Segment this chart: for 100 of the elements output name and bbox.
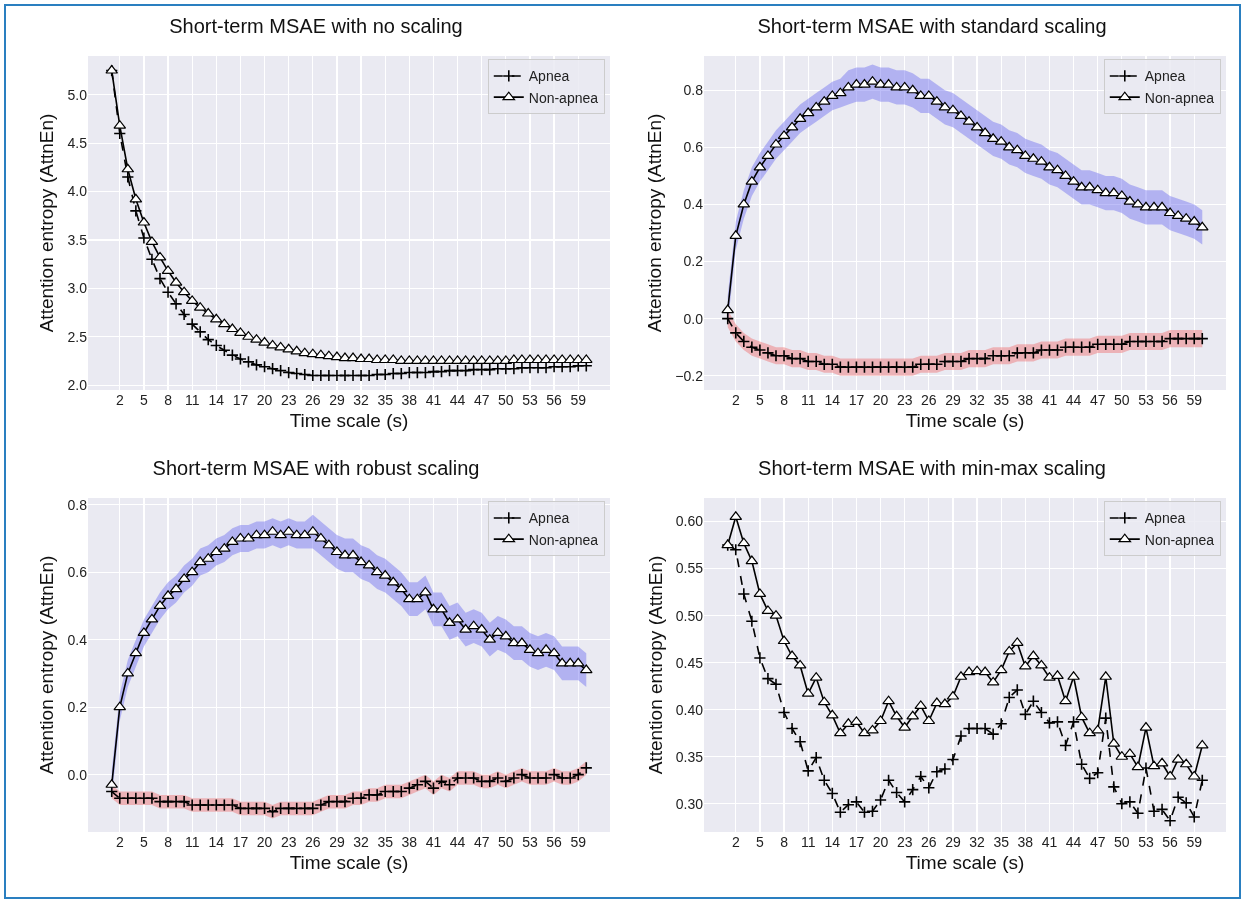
x-axis-title: Time scale (s): [289, 409, 409, 431]
x-tick-label: 50: [498, 392, 514, 408]
x-tick-label: 17: [232, 834, 249, 850]
x-tick-label: 38: [401, 834, 418, 850]
y-tick-label: 0.6: [67, 564, 88, 581]
x-tick-label: 44: [449, 834, 466, 850]
x-tick-label: 11: [184, 834, 200, 850]
chart-title: Short-term MSAE with robust scaling: [152, 456, 480, 479]
y-tick-label: 4.5: [67, 135, 88, 152]
x-tick-label: 44: [1065, 392, 1082, 408]
x-tick-label: 20: [872, 392, 889, 408]
x-tick-label: 35: [993, 392, 1010, 408]
x-tick-label: 38: [1017, 392, 1034, 408]
x-tick-label: 23: [896, 834, 913, 850]
x-tick-label: 2: [731, 834, 740, 850]
x-tick-label: 29: [329, 392, 345, 408]
x-tick-label: 26: [305, 392, 321, 408]
x-tick-label: 20: [256, 834, 273, 850]
x-tick-label: 38: [401, 392, 418, 408]
x-axis-title: Time scale (s): [289, 851, 409, 873]
x-tick-label: 8: [780, 834, 789, 850]
x-tick-label: 41: [1041, 392, 1058, 408]
x-tick-label: 11: [800, 834, 816, 850]
x-tick-label: 56: [1162, 392, 1179, 408]
x-tick-label: 17: [848, 834, 865, 850]
x-tick-label: 8: [164, 392, 173, 408]
x-tick-label: 20: [872, 834, 889, 850]
x-tick-label: 14: [824, 392, 841, 408]
y-axis-title: Attention entropy (AttnEn): [36, 113, 58, 333]
y-tick-label: 0.2: [683, 253, 704, 270]
legend-label: Non-apnea: [1144, 89, 1215, 106]
legend-label: Apnea: [528, 68, 570, 85]
y-tick-label: 0.45: [675, 654, 704, 671]
x-tick-label: 53: [1138, 834, 1154, 850]
y-tick-label: 0.4: [67, 631, 88, 648]
y-tick-label: 0.40: [675, 701, 704, 718]
x-tick-label: 17: [848, 392, 865, 408]
x-tick-label: 26: [305, 834, 321, 850]
legend-label: Apnea: [528, 510, 570, 527]
x-tick-label: 32: [969, 392, 986, 408]
x-tick-label: 56: [1162, 834, 1179, 850]
x-tick-label: 29: [945, 392, 961, 408]
x-tick-label: 32: [969, 834, 986, 850]
x-axis-title: Time scale (s): [905, 409, 1025, 431]
x-tick-label: 50: [1114, 834, 1130, 850]
y-tick-label: 0.0: [683, 310, 704, 327]
y-tick-label: 3.5: [67, 231, 88, 248]
y-axis-title: Attention entropy (AttnEn): [644, 113, 666, 333]
x-tick-label: 5: [140, 392, 148, 408]
y-tick-label: 0.55: [675, 560, 704, 577]
x-tick-label: 41: [425, 834, 442, 850]
x-tick-label: 41: [1041, 834, 1058, 850]
y-tick-label: 0.35: [675, 748, 704, 765]
x-tick-label: 14: [208, 392, 225, 408]
legend-label: Apnea: [1144, 510, 1186, 527]
x-tick-label: 2: [115, 392, 124, 408]
y-axis-title: Attention entropy (AttnEn): [36, 555, 58, 775]
x-tick-label: 2: [731, 392, 740, 408]
x-tick-label: 11: [800, 392, 816, 408]
x-tick-label: 8: [164, 834, 173, 850]
chart-title: Short-term MSAE with min-max scaling: [758, 456, 1106, 479]
y-tick-label: 5.0: [67, 86, 88, 103]
x-tick-label: 32: [353, 834, 370, 850]
x-tick-label: 5: [756, 392, 764, 408]
x-tick-label: 53: [522, 392, 538, 408]
x-tick-label: 23: [896, 392, 913, 408]
x-tick-label: 26: [921, 392, 937, 408]
x-axis-title: Time scale (s): [905, 851, 1025, 873]
x-tick-label: 29: [945, 834, 961, 850]
x-tick-label: 17: [232, 392, 249, 408]
x-tick-label: 23: [280, 392, 297, 408]
x-tick-label: 59: [570, 834, 587, 850]
y-tick-label: 0.8: [683, 82, 704, 99]
y-tick-label: 2.0: [67, 377, 88, 394]
y-tick-label: 4.0: [67, 183, 88, 200]
y-tick-label: −0.2: [675, 367, 704, 384]
x-tick-label: 56: [546, 392, 563, 408]
x-tick-label: 20: [256, 392, 273, 408]
x-tick-label: 47: [1089, 834, 1106, 850]
x-tick-label: 59: [1186, 834, 1203, 850]
x-tick-label: 35: [377, 834, 394, 850]
x-tick-label: 44: [449, 392, 466, 408]
legend-label: Non-apnea: [528, 89, 599, 106]
x-tick-label: 5: [756, 834, 764, 850]
x-tick-label: 11: [184, 392, 200, 408]
y-tick-label: 0.60: [675, 513, 704, 530]
x-tick-label: 47: [473, 834, 490, 850]
y-axis-title: Attention entropy (AttnEn): [644, 555, 666, 775]
y-tick-label: 2.5: [67, 328, 88, 345]
x-tick-label: 50: [498, 834, 514, 850]
x-tick-label: 14: [208, 834, 225, 850]
x-tick-label: 56: [546, 834, 563, 850]
x-tick-label: 53: [522, 834, 538, 850]
legend-label: Apnea: [1144, 68, 1186, 85]
legend-label: Non-apnea: [528, 531, 599, 548]
y-tick-label: 0.8: [67, 496, 88, 513]
x-tick-label: 53: [1138, 392, 1154, 408]
y-tick-label: 0.30: [675, 795, 704, 812]
x-tick-label: 44: [1065, 834, 1082, 850]
x-tick-label: 38: [1017, 834, 1034, 850]
